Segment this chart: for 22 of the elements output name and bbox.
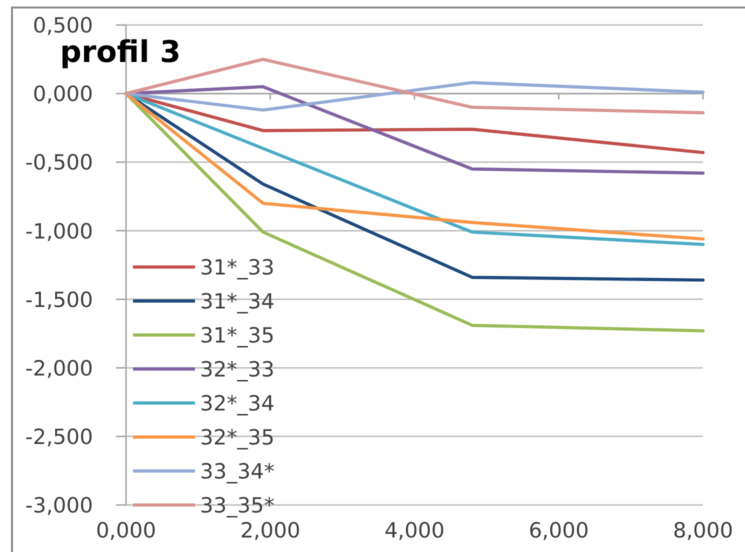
legend-label: 32*_35 xyxy=(200,426,274,450)
chart-title: profil 3 xyxy=(60,35,181,70)
x-tick-label: 8,000 xyxy=(672,518,734,543)
x-tick-label: 4,000 xyxy=(384,518,445,543)
y-tick-label: -0,500 xyxy=(25,150,93,175)
legend-label: 31*_35 xyxy=(200,324,274,348)
legend-label: 32*_34 xyxy=(200,392,274,416)
x-tick-label: 6,000 xyxy=(528,518,589,543)
x-tick-label: 0,000 xyxy=(96,518,156,543)
legend-label: 33_35* xyxy=(200,494,274,518)
x-tick-label: 2,000 xyxy=(240,518,300,543)
y-tick-label: -2,000 xyxy=(25,356,93,380)
y-tick-label: -1,500 xyxy=(25,288,93,312)
y-tick-label: -3,000 xyxy=(25,494,93,518)
y-tick-label: 0,500 xyxy=(32,14,93,38)
y-tick-label: -1,000 xyxy=(25,219,93,244)
legend-label: 33_34* xyxy=(200,460,274,484)
y-tick-label: 0,000 xyxy=(32,82,93,106)
legend-label: 31*_34 xyxy=(200,290,274,314)
legend-label: 31*_33 xyxy=(200,256,274,280)
legend-label: 32*_33 xyxy=(200,358,274,382)
y-tick-label: -2,500 xyxy=(25,424,93,449)
